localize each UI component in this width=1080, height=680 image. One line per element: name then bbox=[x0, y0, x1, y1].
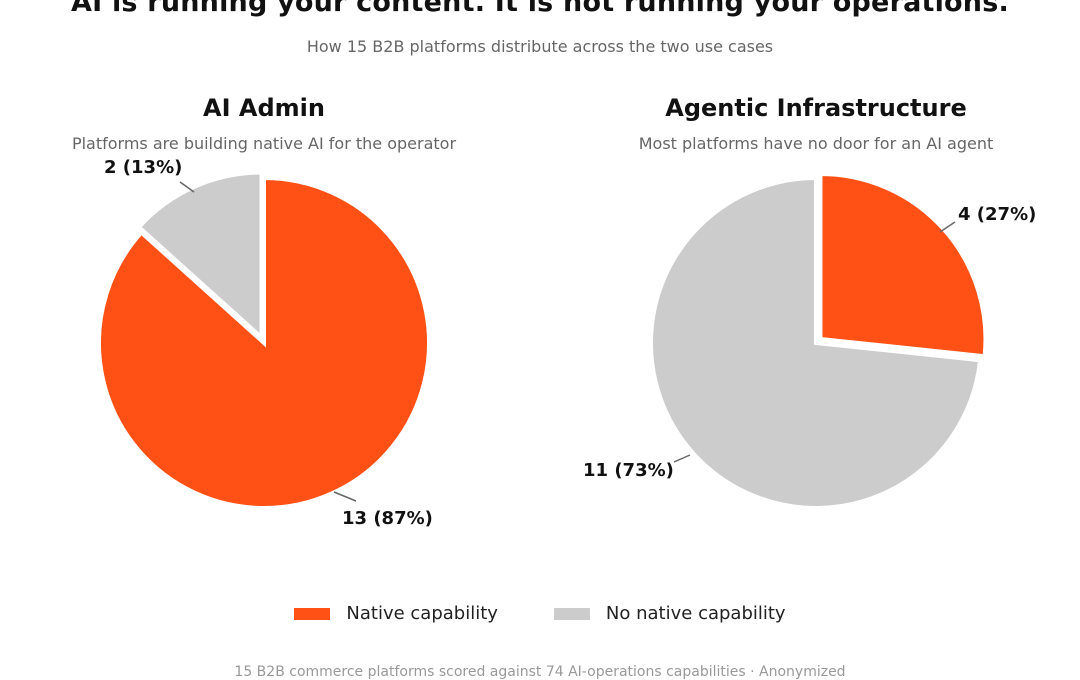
leader-line bbox=[333, 491, 357, 502]
data-label: 4 (27%) bbox=[958, 204, 1036, 225]
pie-slice-no-native bbox=[649, 175, 983, 510]
pie-slice-no-native bbox=[136, 170, 264, 343]
data-label: 2 (13%) bbox=[104, 157, 182, 178]
panel-subtitle-ai-admin: Platforms are building native AI for the… bbox=[71, 134, 457, 153]
panel-title-ai-admin: AI Admin bbox=[203, 94, 325, 122]
legend-item-none: No native capability bbox=[553, 603, 786, 624]
legend-label-native: Native capability bbox=[346, 603, 498, 624]
panel-title-agentic-infrastructure: Agentic Infrastructure bbox=[665, 94, 967, 122]
data-label: 11 (73%) bbox=[583, 460, 674, 481]
legend-swatch-native bbox=[294, 607, 331, 620]
legend: Native capability No native capability bbox=[0, 603, 1080, 624]
leader-line bbox=[179, 181, 195, 193]
pie-slice-native bbox=[97, 175, 431, 510]
legend-swatch-none bbox=[553, 607, 590, 620]
footer-note: 15 B2B commerce platforms scored against… bbox=[234, 664, 846, 680]
data-label: 13 (87%) bbox=[342, 508, 433, 529]
leader-line bbox=[673, 454, 691, 463]
legend-label-none: No native capability bbox=[605, 603, 786, 624]
leader-line bbox=[939, 221, 956, 233]
legend-item-native: Native capability bbox=[294, 603, 498, 624]
panel-subtitle-agentic-infrastructure: Most platforms have no door for an AI ag… bbox=[638, 134, 994, 153]
chart-subtitle: How 15 B2B platforms distribute across t… bbox=[306, 37, 774, 56]
pie-slice-native bbox=[818, 171, 988, 359]
chart-title: AI is running your content. It is not ru… bbox=[71, 0, 1009, 18]
